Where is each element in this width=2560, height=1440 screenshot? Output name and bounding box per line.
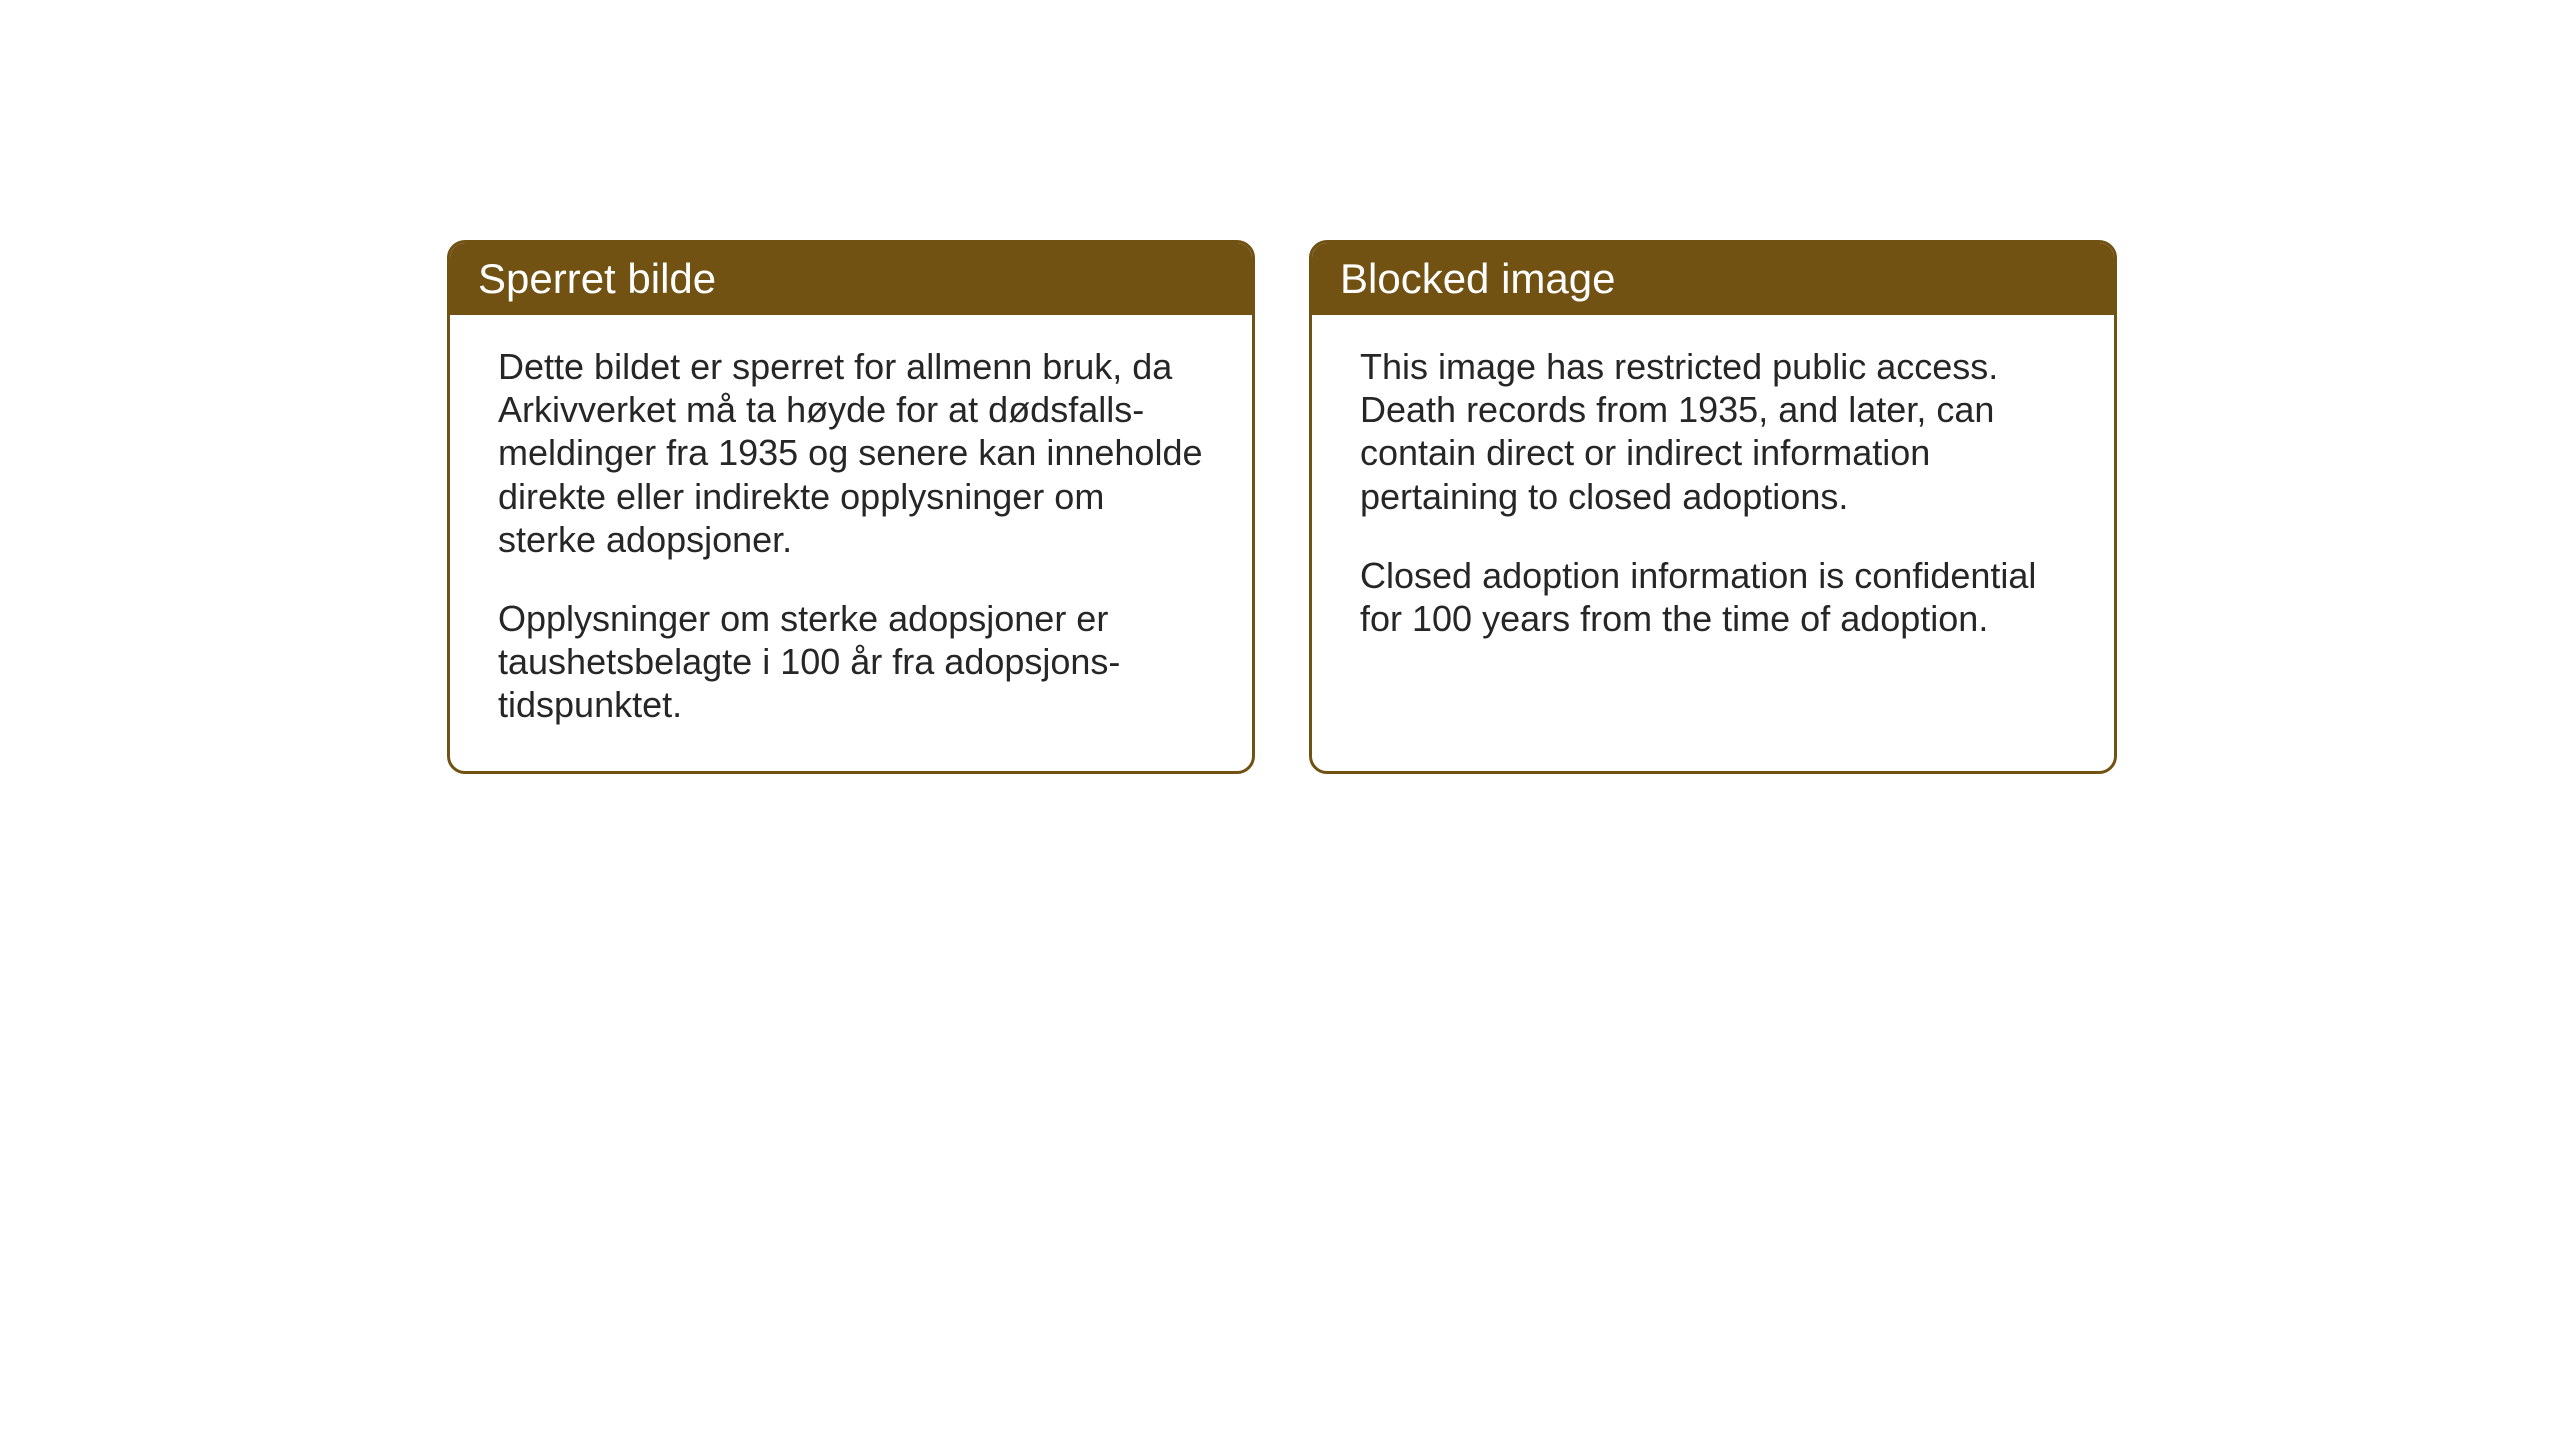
norwegian-card-title: Sperret bilde <box>478 255 1224 303</box>
norwegian-paragraph-2: Opplysninger om sterke adopsjoner er tau… <box>498 597 1204 727</box>
notice-cards-container: Sperret bilde Dette bildet er sperret fo… <box>447 240 2117 774</box>
english-paragraph-2: Closed adoption information is confident… <box>1360 554 2066 640</box>
norwegian-notice-card: Sperret bilde Dette bildet er sperret fo… <box>447 240 1255 774</box>
english-card-header: Blocked image <box>1312 243 2114 315</box>
english-notice-card: Blocked image This image has restricted … <box>1309 240 2117 774</box>
norwegian-paragraph-1: Dette bildet er sperret for allmenn bruk… <box>498 345 1204 561</box>
norwegian-card-body: Dette bildet er sperret for allmenn bruk… <box>450 315 1252 771</box>
norwegian-card-header: Sperret bilde <box>450 243 1252 315</box>
english-card-title: Blocked image <box>1340 255 2086 303</box>
english-paragraph-1: This image has restricted public access.… <box>1360 345 2066 518</box>
english-card-body: This image has restricted public access.… <box>1312 315 2114 684</box>
